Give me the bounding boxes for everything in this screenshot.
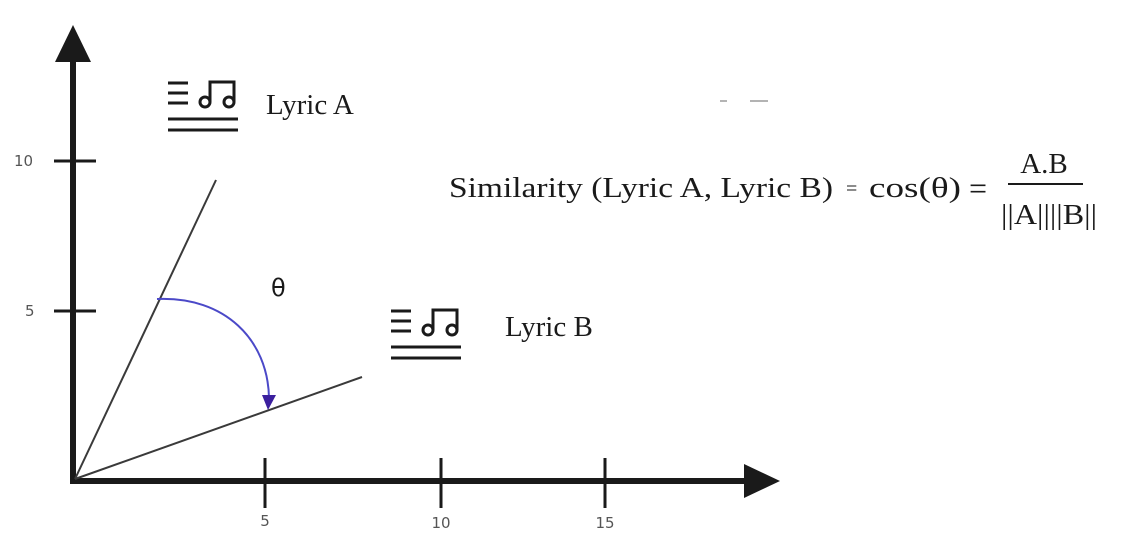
formula-denominator: ||A||||B|| xyxy=(1001,199,1097,231)
y-tick-label-10: 10 xyxy=(14,152,33,170)
vector-lyric-a xyxy=(74,179,217,480)
angle-theta-label: θ xyxy=(271,274,286,302)
angle-arc xyxy=(156,297,270,399)
angle-arc-arrowhead xyxy=(262,395,276,410)
lyrics-music-icon xyxy=(391,308,461,360)
lyric-b-label: Lyric B xyxy=(505,311,593,343)
formula-cos-theta: cos(θ) xyxy=(869,172,961,204)
x-axis-arrowhead xyxy=(744,464,780,498)
x-tick-label-10: 10 xyxy=(431,514,450,532)
x-tick-label-5: 5 xyxy=(260,512,270,530)
y-axis-arrowhead xyxy=(55,25,91,62)
formula-equals: = xyxy=(969,170,987,206)
lyrics-music-icon xyxy=(168,80,238,132)
y-tick-label-5: 5 xyxy=(25,302,35,320)
formula-numerator: A.B xyxy=(1020,148,1068,180)
vector-lyric-b xyxy=(74,376,363,480)
x-tick-label-15: 15 xyxy=(595,514,614,532)
formula-lhs: Similarity (Lyric A, Lyric B) xyxy=(449,172,833,204)
lyric-a-label: Lyric A xyxy=(266,89,354,121)
formula-equals-small: = xyxy=(846,178,857,200)
